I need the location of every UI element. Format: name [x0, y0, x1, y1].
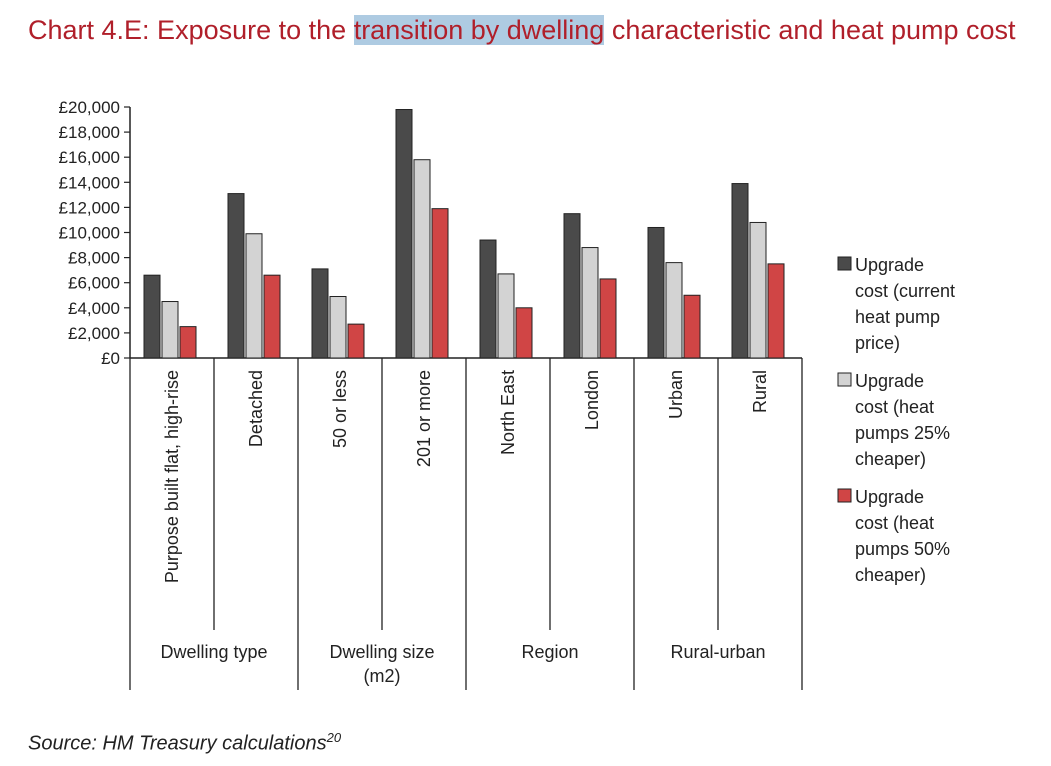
chart-title-start: Chart 4.E: Exposure to the [28, 15, 354, 45]
y-tick-label: £14,000 [59, 173, 120, 192]
bar [179, 326, 197, 359]
legend-label: Upgrade cost (heat pumps 25% cheaper) [855, 371, 950, 469]
category-label: Urban [666, 370, 686, 419]
group-label: Dwelling size [329, 642, 434, 662]
legend-label-line: pumps 50% [855, 539, 950, 559]
y-tick-label: £20,000 [59, 98, 120, 117]
bar [311, 268, 329, 359]
legend-label-line: cost (current [855, 281, 955, 301]
y-tick-label: £8,000 [68, 249, 120, 268]
bar [143, 274, 161, 359]
category-label: Detached [246, 370, 266, 447]
bar [395, 109, 413, 359]
legend-label-line: heat pump [855, 307, 940, 327]
bar [347, 323, 365, 359]
y-tick-label: £18,000 [59, 123, 120, 142]
group-label: Dwelling type [160, 642, 267, 662]
chart-title-highlight: transition by dwelling [353, 15, 605, 45]
legend-label-line: cheaper) [855, 565, 926, 585]
source-footnote: 20 [326, 730, 342, 745]
source-text: Source: HM Treasury calculations [28, 732, 327, 755]
y-tick-label: £10,000 [59, 224, 120, 243]
legend-label-line: pumps 25% [855, 423, 950, 443]
y-tick-label: £16,000 [59, 148, 120, 167]
chart-title: Chart 4.E: Exposure to the transition by… [28, 12, 1018, 48]
bar [581, 247, 599, 359]
bar [767, 263, 785, 359]
legend-label-line: Upgrade [855, 487, 924, 507]
bar [329, 296, 347, 359]
bar [245, 233, 263, 359]
y-tick-label: £4,000 [68, 299, 120, 318]
bar [563, 213, 581, 359]
category-label: 201 or more [414, 370, 434, 467]
category-label: Purpose built flat, high-rise [162, 370, 182, 583]
legend-label-line: Upgrade [855, 255, 924, 275]
legend-label-line: cost (heat [855, 513, 934, 533]
bar [413, 159, 431, 359]
category-label: North East [498, 370, 518, 455]
legend-swatch [837, 488, 852, 503]
legend-swatch [837, 256, 852, 271]
y-tick-label: £2,000 [68, 324, 120, 343]
legend-label: Upgrade cost (heat pumps 50% cheaper) [855, 487, 950, 585]
bar [479, 239, 497, 359]
bar [647, 226, 665, 359]
bar-chart: £0 £2,000 £4,000 £6,000 £8,000 £10,000 £12,000… [59, 98, 955, 690]
legend-label: Upgrade cost (current heat pump price) [855, 255, 955, 353]
legend-swatch [837, 372, 852, 387]
legend-label-line: price) [855, 333, 900, 353]
bar [599, 278, 617, 359]
y-tick-label: £0 [101, 349, 120, 368]
bar [749, 221, 767, 359]
group-label: Rural-urban [670, 642, 765, 662]
category-label: 50 or less [330, 370, 350, 448]
chart-title-end: characteristic and heat pump cost [604, 15, 1016, 45]
bar [683, 294, 701, 359]
y-tick-label: £6,000 [68, 274, 120, 293]
legend-label-line: cost (heat [855, 397, 934, 417]
bar [665, 262, 683, 359]
bar [515, 307, 533, 359]
bar [431, 208, 449, 359]
source-note: Source: HM Treasury calculations20 [28, 730, 341, 756]
legend-label-line: Upgrade [855, 371, 924, 391]
y-tick-label: £12,000 [59, 198, 120, 217]
category-label: London [582, 370, 602, 430]
legend-label-line: cheaper) [855, 449, 926, 469]
bar [731, 183, 749, 359]
category-label: Rural [750, 370, 770, 413]
group-label-unit: (m2) [364, 666, 401, 686]
bar [161, 301, 179, 359]
bar [263, 274, 281, 359]
bar [497, 273, 515, 359]
group-label: Region [521, 642, 578, 662]
bar [227, 193, 245, 359]
